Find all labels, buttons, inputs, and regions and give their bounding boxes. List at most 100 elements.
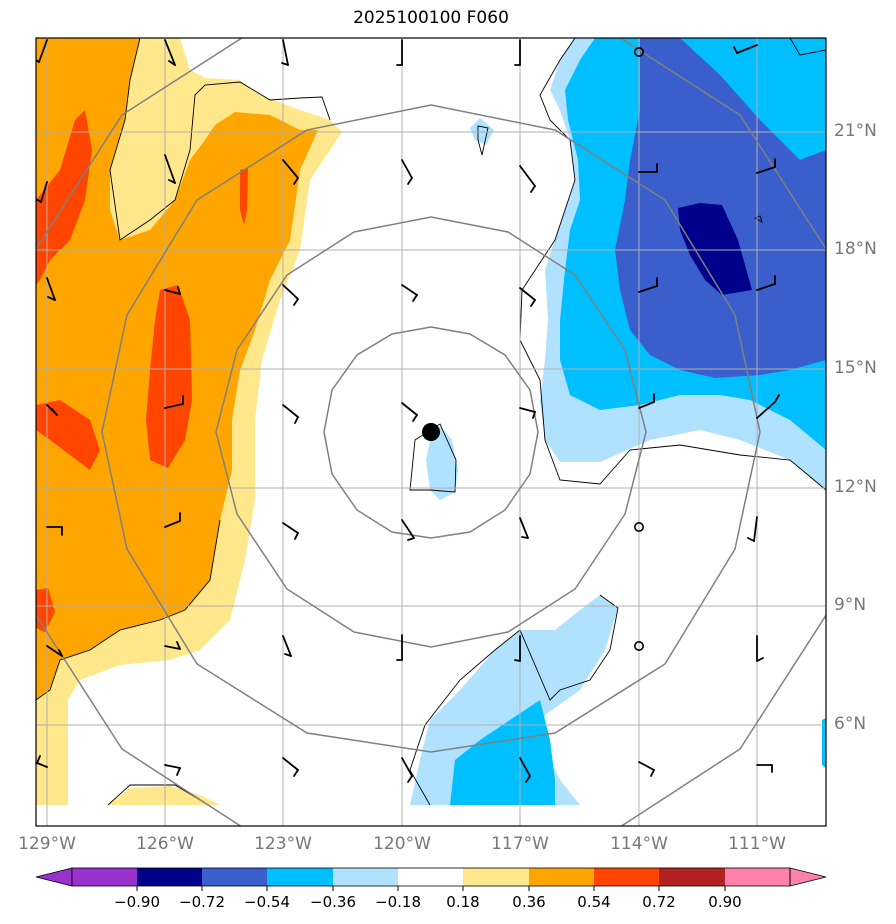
wind-barb-flag [176,641,181,650]
wind-barb [282,635,292,657]
wind-barb-flag [293,298,299,306]
fill-redorange-1 [36,110,92,285]
wind-barb-flag [58,649,63,657]
wind-barb-flag [412,294,418,302]
wind-barb-flag [36,755,41,764]
wind-barb [401,519,415,539]
wind-barb [164,520,181,528]
wind-barb [282,284,299,300]
wind-barb-flag [407,537,415,541]
wind-barb-flag [294,416,299,424]
lon-label: 111°W [728,834,786,854]
lon-label: 117°W [491,834,549,854]
fill-redorange-3 [36,400,100,470]
wind-barb-flag [281,62,289,66]
wind-barb-flag [51,408,58,416]
wind-barb [282,522,299,534]
wind-barb [756,401,776,419]
wind-barb [756,166,776,174]
wind-barb [756,283,776,291]
wind-barb [282,404,299,418]
wind-barb [638,285,658,293]
fill-light-yellow-south [108,786,220,805]
wind-barb [519,517,529,539]
colorbar-tick-label: 0.54 [577,893,611,911]
wind-barb [401,284,418,296]
wind-barb [753,516,758,542]
calm-marker [633,521,644,532]
colorbar-right-arrow [789,867,827,887]
colorbar-tick-label: −0.36 [310,893,356,911]
calm-marker [633,640,644,651]
wind-barb [282,159,299,179]
wind-barb [40,181,48,203]
wind-barb-flag [177,286,181,295]
wind-barb [638,401,655,409]
colorbar-tick-label: −0.54 [244,893,290,911]
wind-barb-flag [530,185,536,193]
wind-barb-flag [47,296,56,301]
wind-barb [38,39,48,63]
colorbar [35,867,827,891]
wind-barb-flag [650,769,655,777]
lon-label: 129°W [18,834,76,854]
wind-barb-flag [733,46,738,54]
wind-barb [519,407,536,413]
wind-barb [401,402,418,416]
map-frame [35,37,827,827]
colorbar-tick-label: 0.72 [642,893,676,911]
wind-barb-flag [293,769,299,777]
lat-label: 21°N [834,121,877,141]
wind-barb [164,403,184,409]
calm-marker [633,46,644,57]
wind-barb-flag [407,775,413,783]
wind-barb [401,757,413,777]
wind-barb-flag [532,411,536,419]
wind-barb [638,761,655,771]
wind-barb-flag [530,299,536,307]
fill-lightblue-south [410,595,618,805]
wind-barb-flag [521,536,529,539]
wind-barb [46,277,56,301]
lon-label: 123°W [254,834,312,854]
wind-barb [519,287,536,301]
wind-barb-flag [756,657,764,662]
wind-barb-flag [168,60,176,66]
wind-barb-flag [774,394,780,403]
colorbar-tick-label: −0.72 [179,893,225,911]
wind-barb [164,645,181,650]
colorbar-tick-label: 0.36 [512,893,546,911]
storm-center-marker [422,423,440,441]
wind-barb-flag [293,177,299,185]
wind-barb [46,645,63,657]
wind-barb [164,154,176,184]
wind-barb [282,757,299,771]
wind-barb-flag [176,767,181,776]
wind-barb-flag [168,179,176,184]
wind-barb [401,159,413,179]
colorbar-tick-label: 0.90 [708,893,742,911]
colorbar-left-arrow [35,867,73,887]
wind-barb-flag [747,537,755,542]
range-ring-3 [101,104,761,753]
wind-barb [164,764,181,769]
colorbar-tick-label: −0.90 [114,893,160,911]
lon-label: 114°W [610,834,668,854]
lat-label: 12°N [834,477,877,497]
fill-navy [678,203,752,295]
fill-redorange-5 [36,588,55,632]
lon-label: 126°W [136,834,194,854]
wind-barb-flag [284,653,292,657]
fill-redorange-2 [146,285,192,468]
wind-barb [519,165,536,187]
wind-barb-flag [525,775,531,783]
range-ring-1 [323,326,539,539]
wind-barb-flag [36,198,42,203]
wind-barb-flag [407,177,413,185]
colorbar-tick-label: 0.18 [446,893,480,911]
wind-barb-flag [514,659,521,662]
lat-label: 6°N [834,714,867,734]
fill-redorange-4 [240,168,248,225]
wind-barb [164,289,181,295]
